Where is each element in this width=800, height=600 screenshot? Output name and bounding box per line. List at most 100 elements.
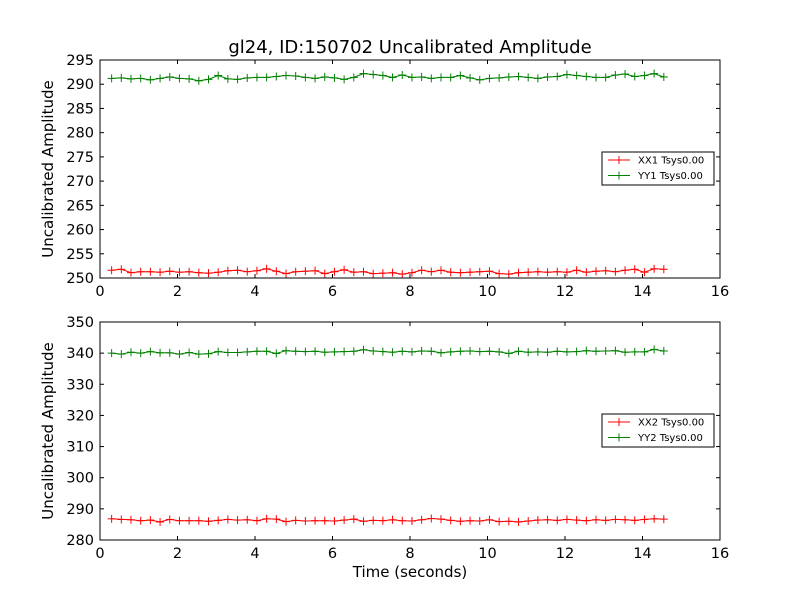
data-point — [378, 71, 387, 80]
x-tick-label: 12 — [556, 546, 574, 562]
data-point — [398, 516, 407, 525]
data-point — [650, 514, 659, 523]
data-point — [175, 74, 184, 83]
data-point — [446, 268, 455, 277]
x-tick-label: 8 — [405, 284, 414, 300]
data-point — [437, 348, 445, 357]
legend-item: XX2 Tsys0.00 — [608, 418, 704, 429]
data-point — [301, 517, 310, 526]
data-point — [417, 515, 426, 524]
data-point — [146, 267, 155, 276]
data-point — [417, 72, 426, 81]
data-point — [398, 347, 407, 356]
x-tick-label: 6 — [328, 546, 337, 562]
data-point — [185, 267, 194, 276]
data-point — [388, 73, 397, 82]
x-tick-label: 2 — [173, 546, 182, 562]
data-point — [165, 348, 174, 357]
data-point — [504, 270, 513, 278]
data-point — [252, 347, 261, 356]
data-point — [495, 269, 504, 278]
data-point — [553, 72, 562, 81]
data-point — [601, 516, 610, 525]
data-point — [204, 517, 213, 526]
data-point — [349, 73, 358, 82]
data-point — [466, 346, 475, 355]
legend: XX1 Tsys0.00 YY1 Tsys0.00 — [601, 151, 715, 186]
data-point — [156, 517, 165, 526]
data-point — [630, 516, 639, 525]
data-point — [592, 347, 600, 356]
data-point — [194, 350, 203, 359]
data-point — [349, 347, 358, 356]
data-point — [621, 266, 630, 275]
data-point — [659, 515, 668, 524]
data-point — [407, 517, 416, 526]
y-tick-label: 350 — [66, 315, 94, 331]
data-point — [311, 74, 320, 83]
legend-label: YY1 Tsys0.00 — [637, 171, 703, 182]
data-point — [272, 515, 281, 524]
data-point — [495, 517, 504, 526]
data-point — [378, 516, 387, 525]
series-line-xx1 — [111, 268, 664, 275]
data-point — [485, 74, 494, 83]
y-tick-label: 265 — [66, 198, 94, 214]
y-tick-label: 255 — [66, 247, 94, 263]
data-point — [514, 517, 523, 526]
data-point — [127, 74, 135, 83]
y-tick-label: 300 — [66, 471, 94, 487]
data-point — [223, 348, 232, 357]
data-point — [117, 73, 126, 82]
data-point — [378, 269, 387, 278]
y-axis-title: Uncalibrated Amplitude — [39, 342, 57, 519]
data-point — [340, 265, 349, 274]
data-point — [359, 345, 368, 354]
x-tick-label: 8 — [405, 546, 414, 562]
data-point — [504, 517, 513, 526]
x-tick-label: 10 — [478, 546, 496, 562]
data-point — [592, 267, 600, 276]
data-point — [407, 268, 416, 277]
data-point — [446, 516, 455, 525]
data-point — [378, 347, 387, 356]
x-tick-label: 2 — [173, 284, 182, 300]
data-point — [291, 71, 300, 80]
data-point — [446, 73, 455, 82]
data-point — [562, 70, 571, 79]
data-point — [156, 268, 165, 277]
data-point — [572, 71, 581, 80]
data-point — [621, 348, 630, 357]
data-point — [601, 266, 610, 275]
data-point — [214, 268, 223, 277]
data-point — [359, 69, 368, 78]
x-tick-label: 0 — [95, 546, 104, 562]
data-point — [650, 264, 659, 273]
data-point — [175, 516, 184, 525]
data-point — [165, 72, 174, 81]
data-point — [533, 347, 542, 356]
y-tick-label: 280 — [66, 533, 94, 549]
legend-item: YY2 Tsys0.00 — [608, 433, 703, 444]
y-tick-label: 260 — [66, 223, 94, 239]
data-point — [340, 347, 349, 356]
data-point — [475, 517, 484, 526]
data-point — [427, 267, 436, 276]
data-point — [117, 515, 126, 524]
legend-box — [601, 413, 715, 448]
data-point — [621, 70, 630, 79]
bottom-panel: 0 2 4 6 8 10 12 14 16 280 290 300 310 320 330 340 350 Unc… — [39, 315, 729, 562]
data-point — [311, 347, 320, 356]
data-point — [136, 516, 145, 525]
y-tick-label: 270 — [66, 174, 94, 190]
data-point — [175, 268, 184, 277]
data-point — [611, 515, 620, 524]
data-point — [340, 75, 349, 84]
data-point — [485, 347, 494, 356]
data-point — [301, 73, 310, 82]
data-point — [233, 266, 242, 275]
data-point — [156, 348, 165, 357]
data-point — [485, 267, 494, 276]
x-tick-label: 14 — [633, 284, 651, 300]
data-point — [282, 269, 290, 278]
